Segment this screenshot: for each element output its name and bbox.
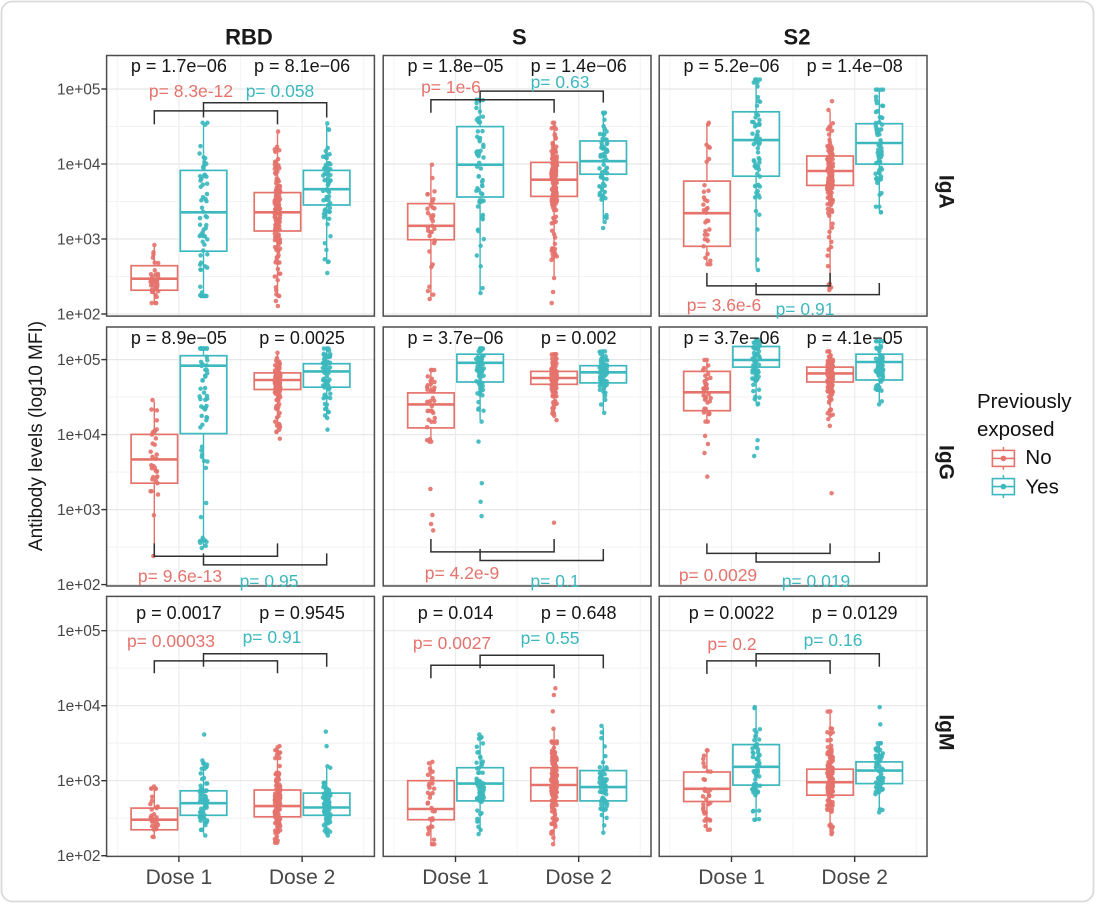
svg-text:No: No (1025, 446, 1051, 469)
svg-text:p = 0.0025: p = 0.0025 (259, 328, 345, 348)
svg-text:p = 4.1e−05: p = 4.1e−05 (807, 328, 903, 348)
svg-text:p= 1e-6: p= 1e-6 (421, 77, 481, 97)
svg-text:Dose 1: Dose 1 (422, 866, 489, 889)
svg-text:1e+03: 1e+03 (57, 231, 101, 248)
svg-text:p = 5.2e−06: p = 5.2e−06 (683, 56, 779, 76)
svg-text:S2: S2 (784, 25, 811, 50)
svg-text:1e+05: 1e+05 (57, 623, 101, 640)
svg-text:1e+04: 1e+04 (57, 156, 101, 173)
svg-text:Dose 2: Dose 2 (545, 866, 612, 889)
svg-text:p= 3.6e-6: p= 3.6e-6 (687, 295, 761, 315)
svg-text:p = 8.1e−06: p = 8.1e−06 (254, 56, 350, 76)
svg-text:p= 0.058: p= 0.058 (246, 81, 315, 101)
svg-text:p= 0.16: p= 0.16 (804, 630, 863, 650)
svg-text:1e+05: 1e+05 (57, 81, 101, 98)
svg-text:p = 0.014: p = 0.014 (418, 603, 494, 623)
svg-text:Antibody levels (log10 MFI): Antibody levels (log10 MFI) (26, 321, 47, 551)
svg-text:p= 0.63: p= 0.63 (531, 72, 590, 92)
svg-text:RBD: RBD (225, 25, 273, 50)
svg-text:p= 8.3e-12: p= 8.3e-12 (149, 81, 233, 101)
svg-text:Dose 1: Dose 1 (146, 866, 213, 889)
svg-text:1e+02: 1e+02 (57, 306, 101, 323)
svg-text:p = 1.7e−06: p = 1.7e−06 (131, 56, 227, 76)
svg-text:p = 0.0017: p = 0.0017 (136, 603, 222, 623)
svg-text:p= 0.95: p= 0.95 (240, 571, 299, 591)
svg-text:p= 0.91: p= 0.91 (776, 299, 835, 319)
svg-text:IgM: IgM (935, 714, 958, 750)
svg-text:p= 0.00033: p= 0.00033 (127, 631, 215, 651)
svg-text:p= 4.2e-9: p= 4.2e-9 (425, 563, 499, 583)
svg-text:1e+05: 1e+05 (57, 352, 101, 369)
svg-text:Dose 2: Dose 2 (821, 866, 888, 889)
svg-text:p = 0.648: p = 0.648 (541, 603, 617, 623)
svg-text:IgA: IgA (935, 175, 958, 209)
svg-text:p = 3.7e−06: p = 3.7e−06 (407, 328, 503, 348)
svg-text:p = 0.9545: p = 0.9545 (259, 603, 345, 623)
svg-text:exposed: exposed (977, 418, 1055, 441)
svg-text:p = 8.9e−05: p = 8.9e−05 (131, 328, 227, 348)
svg-text:p= 0.55: p= 0.55 (521, 628, 580, 648)
svg-text:Previously: Previously (977, 390, 1072, 413)
svg-text:1e+02: 1e+02 (57, 577, 101, 594)
svg-text:p= 9.6e-13: p= 9.6e-13 (138, 566, 222, 586)
svg-text:1e+04: 1e+04 (57, 698, 101, 715)
svg-text:1e+03: 1e+03 (57, 773, 101, 790)
svg-text:p = 3.7e−06: p = 3.7e−06 (683, 328, 779, 348)
svg-text:p = 0.0022: p = 0.0022 (689, 603, 775, 623)
svg-text:p = 0.0129: p = 0.0129 (812, 603, 898, 623)
svg-text:1e+03: 1e+03 (57, 502, 101, 519)
svg-text:IgG: IgG (935, 445, 958, 480)
svg-text:Yes: Yes (1025, 476, 1058, 499)
svg-text:Dose 1: Dose 1 (698, 866, 765, 889)
svg-text:p= 0.0027: p= 0.0027 (413, 633, 491, 653)
svg-text:1e+02: 1e+02 (57, 848, 101, 865)
svg-text:p = 1.8e−05: p = 1.8e−05 (407, 56, 503, 76)
svg-text:1e+04: 1e+04 (57, 427, 101, 444)
svg-text:p= 0.0029: p= 0.0029 (679, 565, 757, 585)
svg-text:p= 0.1: p= 0.1 (530, 571, 579, 591)
svg-text:p= 0.019: p= 0.019 (782, 571, 851, 591)
svg-text:p= 0.91: p= 0.91 (243, 627, 302, 647)
svg-text:p= 0.2: p= 0.2 (707, 634, 756, 654)
svg-text:p = 1.4e−06: p = 1.4e−06 (531, 56, 627, 76)
svg-text:p = 0.002: p = 0.002 (541, 328, 617, 348)
svg-text:S: S (512, 25, 527, 50)
svg-text:p = 1.4e−08: p = 1.4e−08 (807, 56, 903, 76)
svg-text:Dose 2: Dose 2 (269, 866, 336, 889)
